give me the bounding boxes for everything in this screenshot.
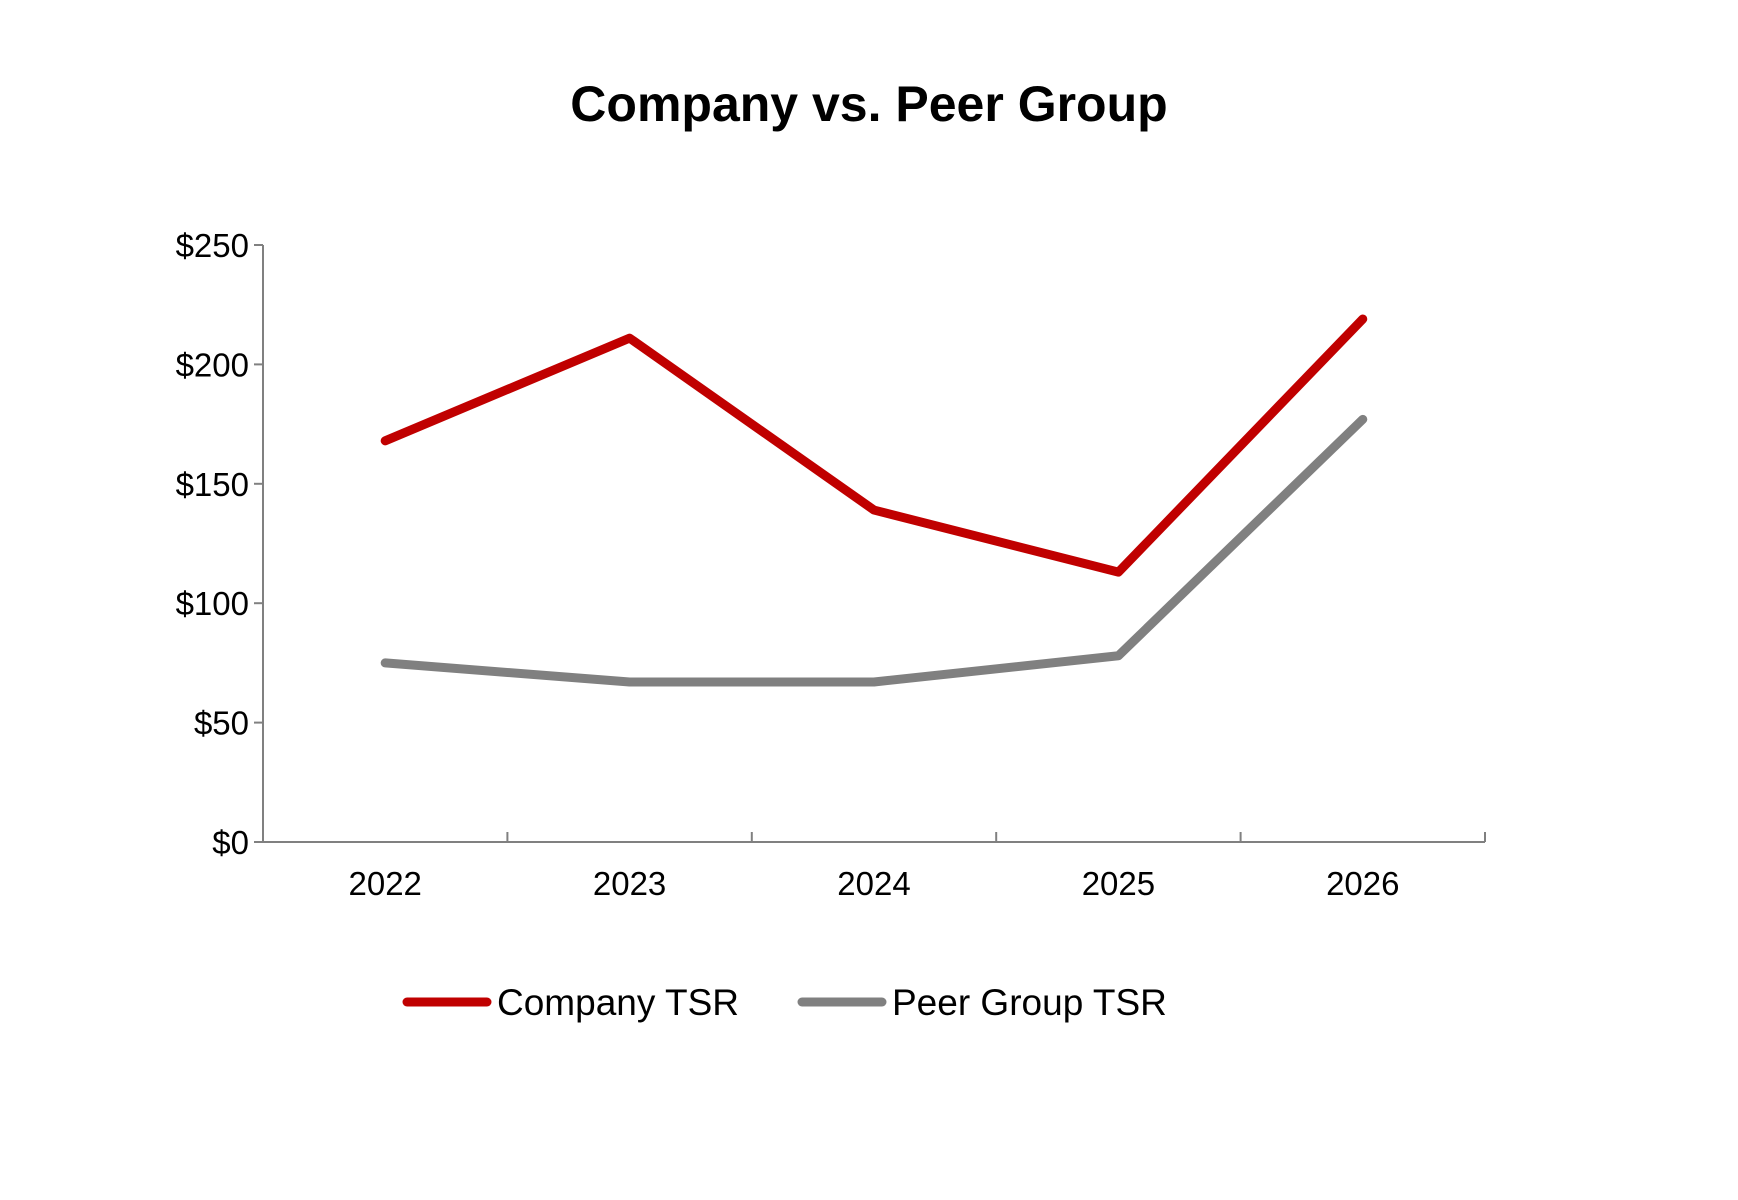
series-line-company-tsr <box>380 314 1368 577</box>
x-tick-label: 2023 <box>593 865 666 902</box>
series-lines <box>380 314 1368 687</box>
x-tick-label: 2022 <box>348 865 421 902</box>
data-point-company-tsr <box>629 337 631 339</box>
x-tick-label: 2024 <box>837 865 910 902</box>
legend-label-peer-group-tsr: Peer Group TSR <box>892 982 1167 1023</box>
legend-label-company-tsr: Company TSR <box>497 982 739 1023</box>
chart-title: Company vs. Peer Group <box>570 76 1167 132</box>
data-point-peer-group-tsr <box>873 681 875 683</box>
x-tick-label: 2025 <box>1082 865 1155 902</box>
data-point-company-tsr <box>384 440 386 442</box>
y-tick-label: $150 <box>176 466 249 503</box>
data-point-company-tsr <box>1117 571 1119 573</box>
y-axis: $0 $50 $100 $150 $200 $250 <box>176 227 264 861</box>
data-point-peer-group-tsr <box>1362 418 1364 420</box>
y-tick-label: $100 <box>176 585 249 622</box>
legend: Company TSR Peer Group TSR <box>402 982 1167 1023</box>
y-tick-label: $0 <box>212 824 249 861</box>
data-point-company-tsr <box>873 509 875 511</box>
series-line-peer-group-tsr <box>380 414 1368 687</box>
data-point-peer-group-tsr <box>1117 655 1119 657</box>
data-point-company-tsr <box>1362 318 1364 320</box>
y-tick-label: $200 <box>176 346 249 383</box>
y-tick-label: $50 <box>194 705 249 742</box>
x-axis: 2022 2023 2024 2025 2026 <box>263 832 1486 902</box>
data-point-peer-group-tsr <box>629 681 631 683</box>
y-tick-label: $250 <box>176 227 249 264</box>
data-point-peer-group-tsr <box>384 662 386 664</box>
x-tick-label: 2026 <box>1326 865 1399 902</box>
